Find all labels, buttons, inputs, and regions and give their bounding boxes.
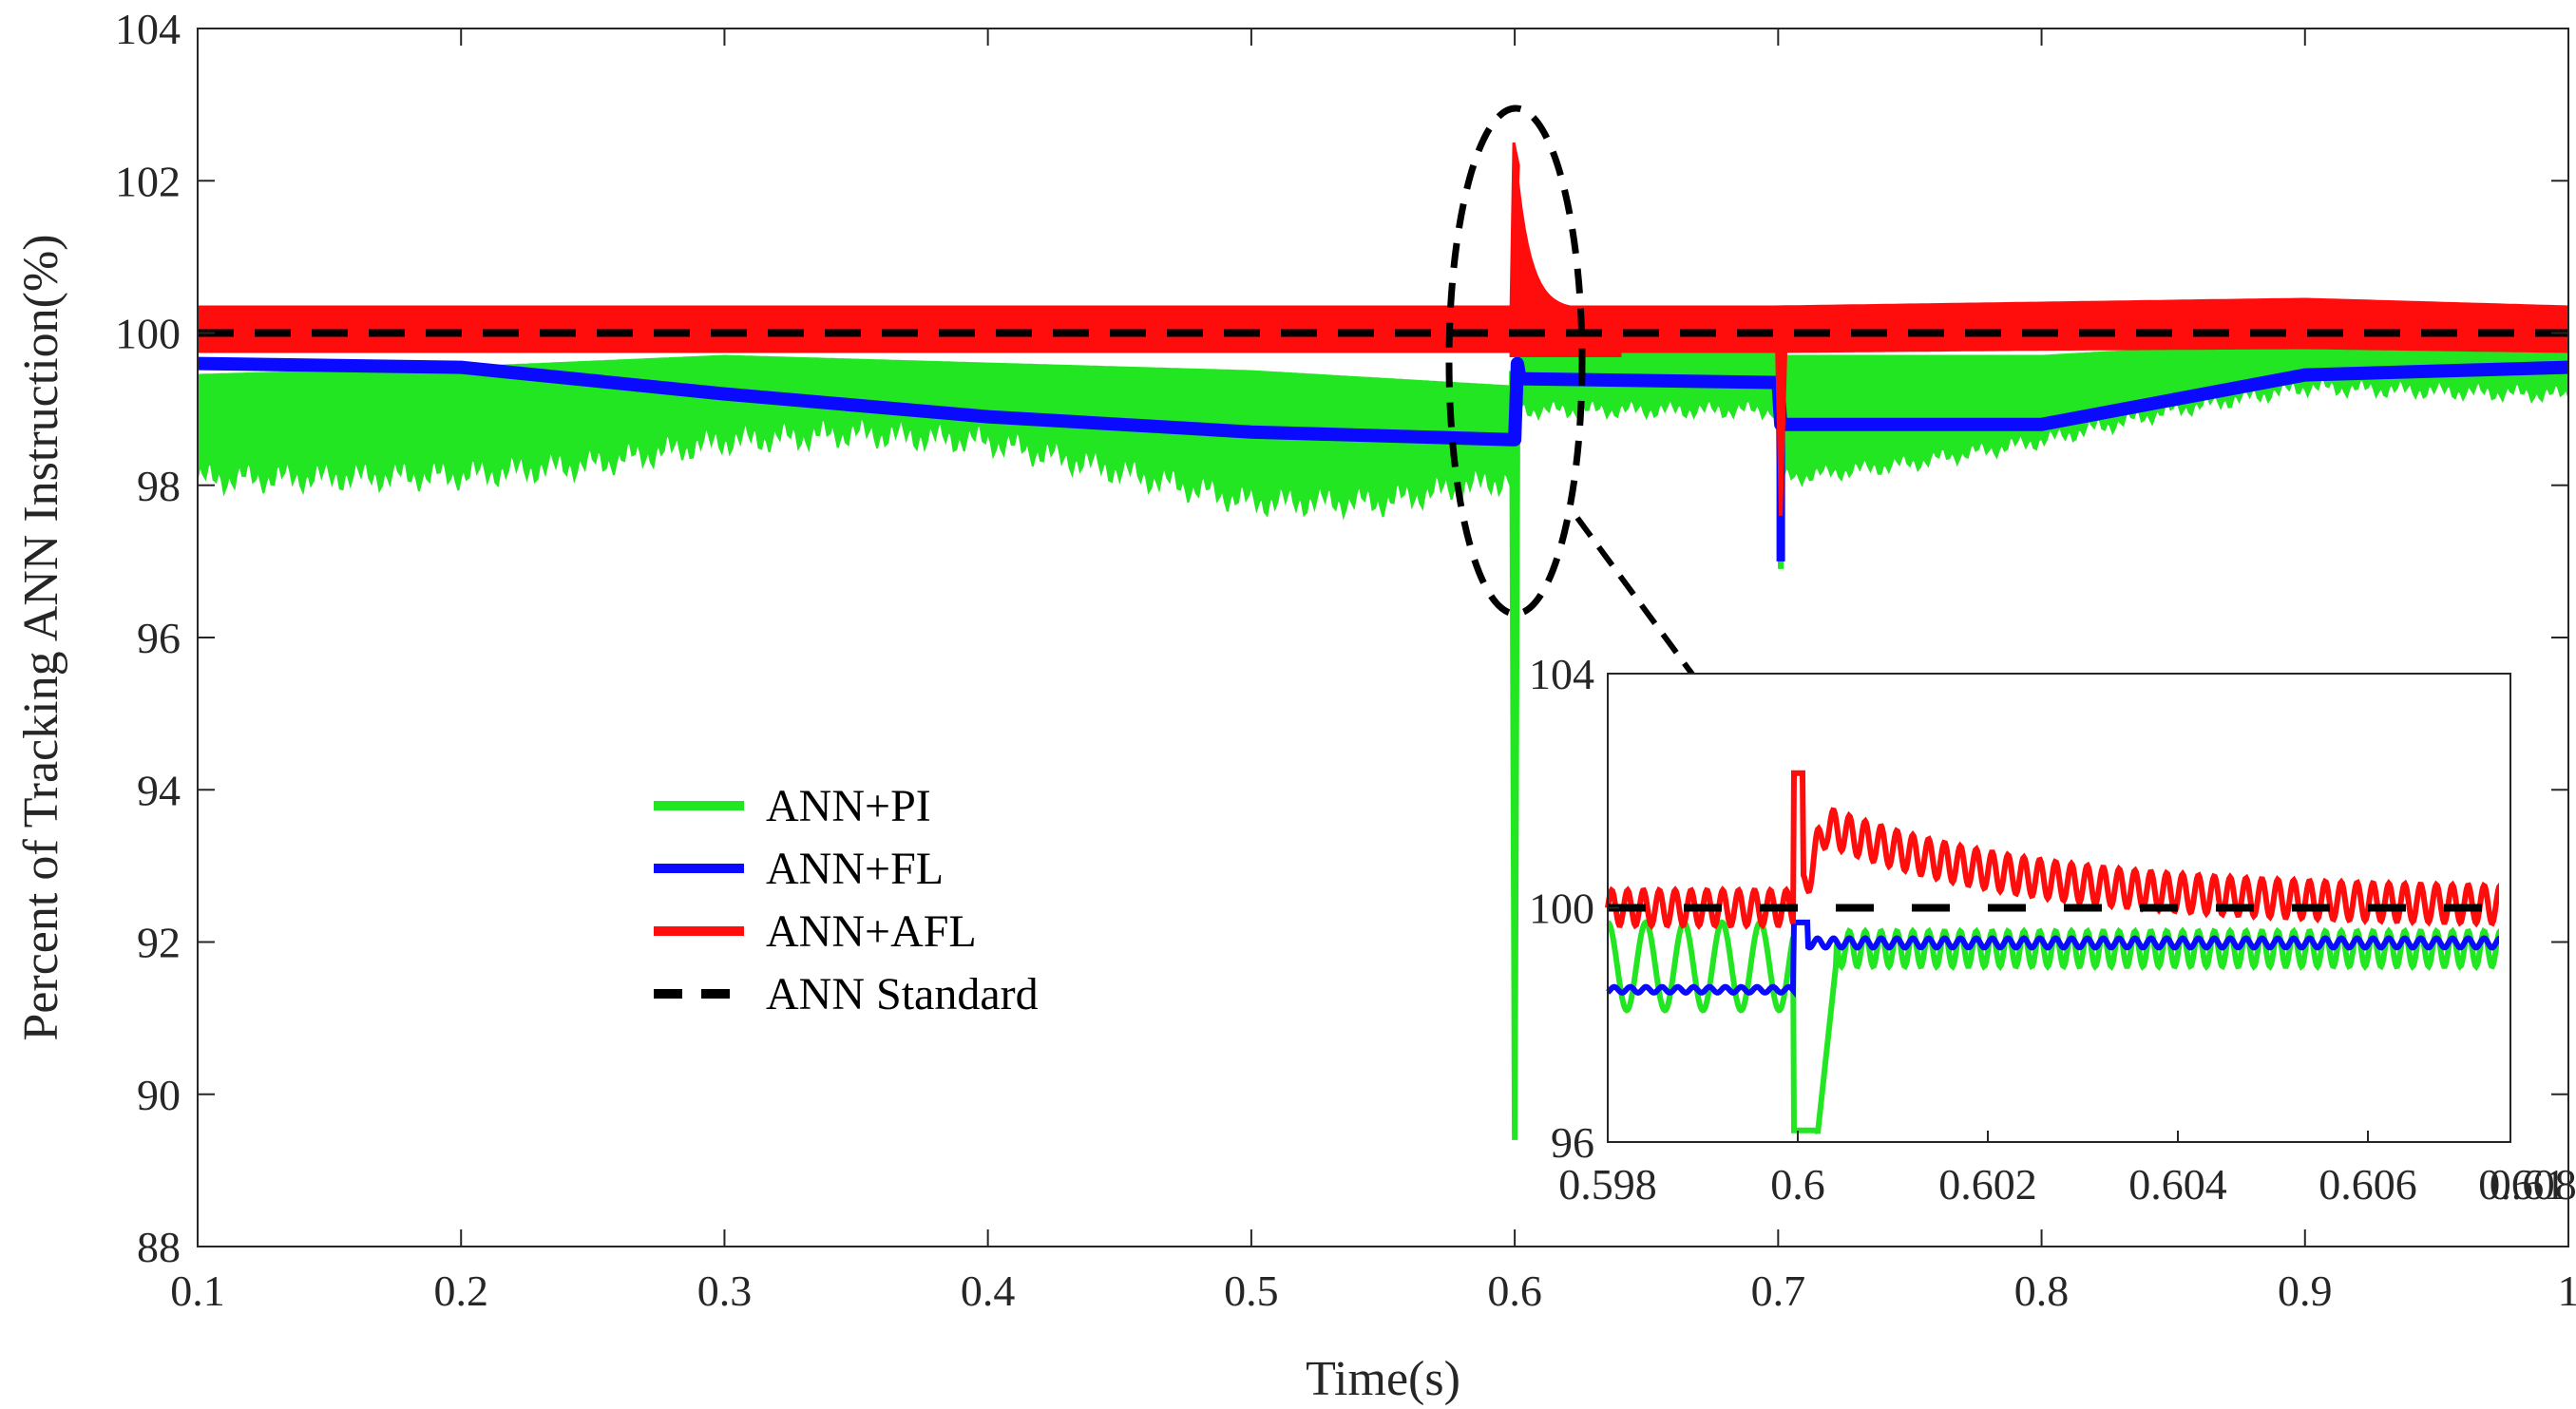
y-tick-label: 104 (115, 5, 181, 53)
series-ann-afl-dip (1775, 346, 1788, 516)
inset-x-tick-label: 0.61 (2490, 1160, 2566, 1209)
y-tick-label: 96 (137, 614, 181, 662)
x-tick-label: 0.3 (697, 1266, 753, 1315)
inset-y-tick-label: 104 (1529, 650, 1594, 698)
legend-item: ANN+FL (654, 844, 944, 894)
legend-label: ANN+FL (766, 844, 944, 894)
x-tick-label: 1 (2558, 1266, 2576, 1315)
inset-x-tick-label: 0.604 (2128, 1160, 2227, 1209)
inset-x-tick-label: 0.606 (2318, 1160, 2417, 1209)
inset-x-tick-label: 0.6 (1770, 1160, 1825, 1209)
x-tick-label: 0.9 (2278, 1266, 2333, 1315)
inset-x-tick-label: 0.602 (1938, 1160, 2037, 1209)
series-ann-pi-spike (1509, 370, 1521, 1140)
series-ann-afl-spike (1509, 142, 1622, 358)
y-tick-label: 98 (137, 462, 181, 510)
x-tick-label: 0.2 (433, 1266, 488, 1315)
inset-series-ann-fl (1606, 919, 2499, 999)
y-tick-label: 88 (137, 1223, 181, 1271)
x-tick-label: 0.4 (961, 1266, 1016, 1315)
legend-item: ANN+AFL (654, 906, 977, 957)
inset-y-tick-label: 100 (1529, 885, 1594, 933)
x-tick-label: 0.7 (1751, 1266, 1806, 1315)
y-tick-label: 102 (115, 157, 181, 205)
legend-item: ANN Standard (654, 969, 1039, 1019)
zoom-arrow (1574, 516, 1730, 725)
x-tick-label: 0.6 (1487, 1266, 1542, 1315)
legend-label: ANN+PI (766, 781, 931, 831)
inset-x-tick-label: 0.598 (1558, 1160, 1657, 1209)
zoom-ellipse (1445, 105, 1586, 618)
x-axis-label: Time(s) (1306, 1352, 1460, 1406)
legend: ANN+PI ANN+FL ANN+AFL ANN Standard (654, 781, 1039, 1019)
y-tick-label: 100 (115, 310, 181, 358)
main-axes: 0.1 0.2 0.3 0.4 0.5 0.6 0.7 0.8 0.9 1 88 90 92 94 96 98… (14, 5, 2576, 1406)
x-tick-label: 0.5 (1224, 1266, 1279, 1315)
inset-plot-area (1605, 674, 2510, 1142)
x-tick-label: 0.8 (2014, 1266, 2070, 1315)
y-tick-label: 92 (137, 919, 181, 967)
x-tick-label: 0.1 (170, 1266, 225, 1315)
legend-label: ANN Standard (766, 969, 1039, 1019)
y-tick-label: 94 (137, 766, 181, 814)
inset-x-tick-label: 0.608 (2478, 1160, 2576, 1209)
zoom-annotation (1445, 105, 1730, 725)
inset-series-ann-afl (1605, 770, 2499, 930)
series-ann-pi-band (198, 339, 2568, 521)
y-axis-label: Percent of Tracking ANN Instruction(%) (14, 234, 68, 1040)
main-plot-area (198, 142, 2568, 1140)
legend-label: ANN+AFL (766, 906, 977, 957)
inset-y-tick-label: 96 (1551, 1118, 1594, 1167)
series-ann-fl-line (198, 356, 2568, 447)
series-ann-afl-band (198, 297, 2568, 353)
y-tick-label: 90 (137, 1071, 181, 1119)
legend-item: ANN+PI (654, 781, 931, 831)
